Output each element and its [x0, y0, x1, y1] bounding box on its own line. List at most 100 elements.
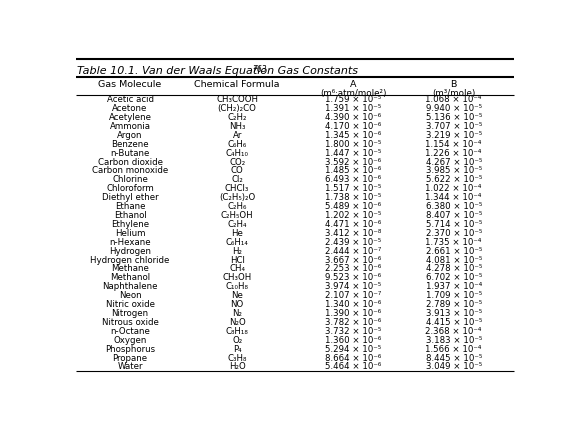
Text: 5.136 × 10⁻⁵: 5.136 × 10⁻⁵ [426, 113, 482, 122]
Text: Table 10.1. Van der Waals Equation Gas Constants: Table 10.1. Van der Waals Equation Gas C… [77, 66, 358, 76]
Text: Naphthalene: Naphthalene [103, 282, 158, 291]
Text: 3.412 × 10⁻⁸: 3.412 × 10⁻⁸ [325, 229, 381, 238]
Text: NH₃: NH₃ [229, 122, 245, 131]
Text: Diethyl ether: Diethyl ether [102, 193, 158, 202]
Text: 1.344 × 10⁻⁴: 1.344 × 10⁻⁴ [426, 193, 482, 202]
Text: 763: 763 [252, 65, 267, 74]
Text: Ethylene: Ethylene [111, 220, 149, 229]
Text: (CH₂)₂CO: (CH₂)₂CO [218, 104, 256, 113]
Text: CH₄: CH₄ [229, 264, 245, 274]
Text: 1.937 × 10⁻⁴: 1.937 × 10⁻⁴ [426, 282, 482, 291]
Text: 8.445 × 10⁻⁵: 8.445 × 10⁻⁵ [426, 354, 482, 362]
Text: 1.517 × 10⁻⁵: 1.517 × 10⁻⁵ [325, 184, 381, 193]
Text: CO₂: CO₂ [229, 157, 245, 167]
Text: C₄H₁₀: C₄H₁₀ [226, 149, 249, 158]
Text: 4.415 × 10⁻⁵: 4.415 × 10⁻⁵ [426, 318, 482, 327]
Text: CH₃COOH: CH₃COOH [216, 95, 258, 104]
Text: Hydrogen chloride: Hydrogen chloride [90, 256, 170, 264]
Text: Helium: Helium [115, 229, 145, 238]
Text: Carbon monoxide: Carbon monoxide [92, 166, 168, 176]
Text: 6.493 × 10⁻⁶: 6.493 × 10⁻⁶ [325, 176, 381, 184]
Text: 3.049 × 10⁻⁵: 3.049 × 10⁻⁵ [426, 362, 482, 371]
Text: N₂O: N₂O [229, 318, 245, 327]
Text: N₂: N₂ [232, 309, 242, 318]
Text: 5.489 × 10⁻⁶: 5.489 × 10⁻⁶ [325, 202, 381, 211]
Text: 1.226 × 10⁻⁴: 1.226 × 10⁻⁴ [426, 149, 482, 158]
Text: 1.447 × 10⁻⁵: 1.447 × 10⁻⁵ [325, 149, 381, 158]
Text: 3.913 × 10⁻⁵: 3.913 × 10⁻⁵ [426, 309, 482, 318]
Text: 3.183 × 10⁻⁵: 3.183 × 10⁻⁵ [426, 336, 482, 345]
Text: Cl₂: Cl₂ [231, 176, 243, 184]
Text: (C₂H₅)₂O: (C₂H₅)₂O [219, 193, 255, 202]
Text: 3.985 × 10⁻⁵: 3.985 × 10⁻⁵ [426, 166, 482, 176]
Text: 1.340 × 10⁻⁶: 1.340 × 10⁻⁶ [325, 300, 381, 309]
Text: C₆H₆: C₆H₆ [228, 140, 247, 149]
Text: n-Butane: n-Butane [111, 149, 150, 158]
Text: 3.219 × 10⁻⁵: 3.219 × 10⁻⁵ [426, 131, 482, 140]
Text: He: He [231, 229, 243, 238]
Text: Methane: Methane [111, 264, 149, 274]
Text: HCl: HCl [230, 256, 245, 264]
Text: C₈H₁₈: C₈H₁₈ [226, 327, 248, 336]
Text: 4.170 × 10⁻⁶: 4.170 × 10⁻⁶ [325, 122, 381, 131]
Text: C₂H₆: C₂H₆ [228, 202, 247, 211]
Text: 1.735 × 10⁻⁴: 1.735 × 10⁻⁴ [426, 238, 482, 247]
Text: 2.370 × 10⁻⁵: 2.370 × 10⁻⁵ [426, 229, 482, 238]
Text: Phosphorus: Phosphorus [105, 345, 155, 354]
Text: 3.707 × 10⁻⁵: 3.707 × 10⁻⁵ [426, 122, 482, 131]
Text: 4.081 × 10⁻⁵: 4.081 × 10⁻⁵ [426, 256, 482, 264]
Text: 8.664 × 10⁻⁶: 8.664 × 10⁻⁶ [325, 354, 381, 362]
Text: P₄: P₄ [233, 345, 241, 354]
Text: 4.267 × 10⁻⁵: 4.267 × 10⁻⁵ [426, 157, 482, 167]
Text: C₁₀H₈: C₁₀H₈ [226, 282, 249, 291]
Text: 1.709 × 10⁻⁵: 1.709 × 10⁻⁵ [426, 291, 482, 300]
Text: Nitrous oxide: Nitrous oxide [101, 318, 158, 327]
Text: C₂H₂: C₂H₂ [228, 113, 247, 122]
Text: 9.523 × 10⁻⁶: 9.523 × 10⁻⁶ [325, 273, 381, 282]
Text: 8.407 × 10⁻⁵: 8.407 × 10⁻⁵ [426, 211, 482, 220]
Text: H₂O: H₂O [229, 362, 245, 371]
Text: 3.732 × 10⁻⁵: 3.732 × 10⁻⁵ [325, 327, 381, 336]
Text: 1.485 × 10⁻⁶: 1.485 × 10⁻⁶ [325, 166, 381, 176]
Text: Gas Molecule: Gas Molecule [98, 80, 162, 89]
Text: 4.471 × 10⁻⁶: 4.471 × 10⁻⁶ [325, 220, 381, 229]
Text: 2.253 × 10⁻⁶: 2.253 × 10⁻⁶ [325, 264, 381, 274]
Text: B: B [450, 80, 457, 89]
Text: Acetylene: Acetylene [108, 113, 151, 122]
Text: 1.068 × 10⁻⁴: 1.068 × 10⁻⁴ [426, 95, 482, 104]
Text: 2.439 × 10⁻⁵: 2.439 × 10⁻⁵ [325, 238, 381, 247]
Text: Methanol: Methanol [110, 273, 150, 282]
Text: 1.800 × 10⁻⁵: 1.800 × 10⁻⁵ [325, 140, 381, 149]
Text: 3.974 × 10⁻⁵: 3.974 × 10⁻⁵ [325, 282, 381, 291]
Text: Hydrogen: Hydrogen [109, 247, 151, 256]
Text: n-Octane: n-Octane [110, 327, 150, 336]
Text: 1.154 × 10⁻⁴: 1.154 × 10⁻⁴ [426, 140, 482, 149]
Text: C₂H₄: C₂H₄ [228, 220, 247, 229]
Text: 3.592 × 10⁻⁶: 3.592 × 10⁻⁶ [325, 157, 381, 167]
Text: Acetic acid: Acetic acid [107, 95, 154, 104]
Text: 6.702 × 10⁻⁵: 6.702 × 10⁻⁵ [426, 273, 482, 282]
Text: Ne: Ne [231, 291, 243, 300]
Text: H₂: H₂ [232, 247, 242, 256]
Text: 5.464 × 10⁻⁶: 5.464 × 10⁻⁶ [325, 362, 381, 371]
Text: Nitrogen: Nitrogen [112, 309, 149, 318]
Text: Propane: Propane [112, 354, 147, 362]
Text: (m³/mole): (m³/mole) [432, 89, 475, 99]
Text: 2.789 × 10⁻⁵: 2.789 × 10⁻⁵ [426, 300, 482, 309]
Text: 1.390 × 10⁻⁶: 1.390 × 10⁻⁶ [325, 309, 381, 318]
Text: 1.202 × 10⁻⁵: 1.202 × 10⁻⁵ [325, 211, 381, 220]
Text: 3.667 × 10⁻⁶: 3.667 × 10⁻⁶ [325, 256, 381, 264]
Text: CO: CO [231, 166, 244, 176]
Text: 1.022 × 10⁻⁴: 1.022 × 10⁻⁴ [426, 184, 482, 193]
Text: Chloroform: Chloroform [106, 184, 154, 193]
Text: NO: NO [230, 300, 244, 309]
Text: n-Hexane: n-Hexane [109, 238, 151, 247]
Text: 1.759 × 10⁻⁵: 1.759 × 10⁻⁵ [325, 95, 381, 104]
Text: 1.391 × 10⁻⁵: 1.391 × 10⁻⁵ [325, 104, 381, 113]
Text: 1.360 × 10⁻⁶: 1.360 × 10⁻⁶ [325, 336, 381, 345]
Text: (m⁶·atm/mole²): (m⁶·atm/mole²) [320, 89, 386, 99]
Text: C₆H₁₄: C₆H₁₄ [226, 238, 249, 247]
Text: 2.107 × 10⁻⁷: 2.107 × 10⁻⁷ [325, 291, 381, 300]
Text: O₂: O₂ [232, 336, 242, 345]
Text: 5.294 × 10⁻⁵: 5.294 × 10⁻⁵ [325, 345, 381, 354]
